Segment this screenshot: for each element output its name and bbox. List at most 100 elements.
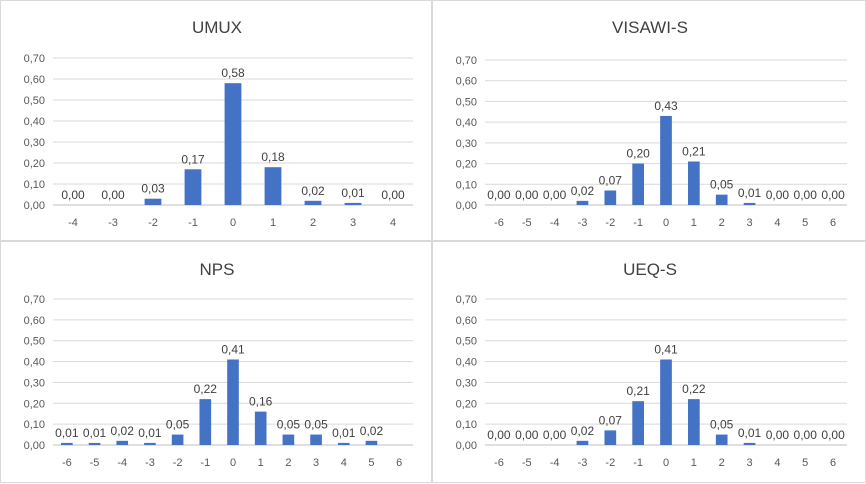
nps-data-label: 0,01 — [83, 426, 107, 440]
visawi-s-bar — [604, 190, 617, 205]
visawi-s-y-tick-label: 0,20 — [456, 159, 477, 171]
umux-data-label: 0,18 — [261, 150, 285, 164]
chart-umux: UMUX 0,00 0,10 0,20 0,30 0,40 0,50 0,60 0,70 0,00… — [24, 18, 413, 229]
umux-data-label: 0,01 — [341, 186, 365, 200]
umux-y-tick-label: 0,30 — [24, 137, 45, 149]
visawi-s-x-tick-label: 5 — [802, 217, 808, 229]
nps-bar — [282, 434, 295, 445]
visawi-s-x-tick-label: 4 — [774, 217, 780, 229]
nps-x-tick-label: -3 — [145, 457, 155, 469]
nps-y-tick-label: 0,70 — [24, 294, 45, 306]
ueq-s-x-tick-label: 1 — [691, 457, 697, 469]
ueq-s-bar — [715, 434, 728, 445]
ueq-s-x-tick-label: -4 — [550, 457, 560, 469]
ueq-s-data-label: 0,00 — [515, 428, 539, 442]
ueq-s-data-label: 0,01 — [738, 426, 762, 440]
umux-y-tick-label: 0,70 — [24, 53, 45, 65]
nps-bar — [365, 440, 378, 445]
visawi-s-bar — [660, 115, 672, 205]
umux-x-tick-label: 1 — [270, 217, 276, 229]
visawi-s-data-label: 0,00 — [821, 188, 845, 202]
ueq-s-y-tick-label: 0,70 — [456, 294, 477, 306]
ueq-s-x-tick-label: -3 — [578, 457, 588, 469]
ueq-s-data-label: 0,02 — [571, 424, 595, 438]
ueq-s-x-tick-label: 4 — [774, 457, 780, 469]
ueq-s-x-tick-label: -1 — [633, 457, 643, 469]
visawi-s-x-tick-label: 0 — [663, 217, 669, 229]
ueq-s-x-tick-label: 0 — [663, 457, 669, 469]
nps-x-tick-label: 0 — [230, 457, 236, 469]
nps-data-label: 0,02 — [111, 424, 135, 438]
umux-data-label: 0,00 — [101, 188, 125, 202]
ueq-s-x-tick-label: 2 — [719, 457, 725, 469]
visawi-s-x-tick-label: 3 — [746, 217, 752, 229]
nps-bar — [254, 411, 267, 445]
visawi-s-x-tick-label: -1 — [633, 217, 643, 229]
nps-data-label: 0,01 — [138, 426, 162, 440]
ueq-s-data-label: 0,22 — [682, 382, 706, 396]
nps-x-tick-label: 2 — [285, 457, 291, 469]
visawi-s-y-tick-label: 0,60 — [456, 76, 477, 88]
nps-x-tick-label: 1 — [258, 457, 264, 469]
nps-y-tick-label: 0,20 — [24, 398, 45, 410]
nps-data-label: 0,01 — [55, 426, 79, 440]
umux-y-tick-label: 0,20 — [24, 158, 45, 170]
umux-data-label: 0,02 — [301, 184, 325, 198]
ueq-s-bar — [743, 442, 756, 445]
visawi-s-data-label: 0,00 — [794, 188, 818, 202]
visawi-s-x-tick-label: -4 — [550, 217, 560, 229]
visawi-s-x-tick-label: -5 — [522, 217, 532, 229]
umux-y-tick-label: 0,40 — [24, 116, 45, 128]
visawi-s-y-tick-label: 0,00 — [456, 200, 477, 212]
nps-x-tick-label: -6 — [62, 457, 72, 469]
umux-x-tick-label: 2 — [310, 217, 316, 229]
ueq-s-title: UEQ-S — [623, 260, 677, 279]
umux-y-tick-label: 0,60 — [24, 74, 45, 86]
visawi-s-data-label: 0,07 — [599, 174, 623, 188]
ueq-s-bar — [687, 399, 700, 445]
visawi-s-data-label: 0,00 — [543, 188, 567, 202]
nps-bar — [116, 440, 129, 445]
chart-nps: NPS 0,00 0,10 0,20 0,30 0,40 0,50 0,60 0,70 0,01 -… — [24, 260, 413, 469]
ueq-s-bar — [576, 440, 589, 445]
nps-y-tick-label: 0,30 — [24, 377, 45, 389]
umux-title: UMUX — [192, 18, 242, 37]
visawi-s-x-tick-label: -6 — [494, 217, 504, 229]
ueq-s-data-label: 0,07 — [599, 413, 623, 427]
visawi-s-data-label: 0,20 — [626, 147, 650, 161]
umux-data-label: 0,17 — [181, 152, 205, 166]
ueq-s-data-label: 0,00 — [821, 428, 845, 442]
umux-x-tick-label: 0 — [230, 217, 236, 229]
ueq-s-data-label: 0,00 — [766, 428, 790, 442]
visawi-s-y-tick-label: 0,10 — [456, 179, 477, 191]
umux-data-label: 0,00 — [61, 188, 85, 202]
nps-y-tick-label: 0,50 — [24, 336, 45, 348]
nps-x-tick-label: -2 — [173, 457, 183, 469]
visawi-s-bar — [743, 202, 756, 205]
chart-visawi-s: VISAWI-S 0,00 0,10 0,20 0,30 0,40 0,50 0,60 0,70… — [456, 18, 847, 229]
umux-x-tick-label: -1 — [188, 217, 198, 229]
nps-data-label: 0,41 — [221, 342, 245, 356]
ueq-s-y-tick-label: 0,20 — [456, 398, 477, 410]
nps-x-tick-label: -5 — [90, 457, 100, 469]
chart-panel-visawi-s: VISAWI-S 0,00 0,10 0,20 0,30 0,40 0,50 0,60 0,70… — [432, 0, 866, 241]
visawi-s-bar — [632, 163, 645, 205]
nps-data-label: 0,05 — [166, 418, 190, 432]
nps-data-label: 0,01 — [332, 426, 356, 440]
ueq-s-data-label: 0,21 — [626, 384, 650, 398]
chart-panel-nps: NPS 0,00 0,10 0,20 0,30 0,40 0,50 0,60 0,70 0,01 -… — [0, 241, 432, 483]
nps-title: NPS — [200, 260, 235, 279]
ueq-s-data-label: 0,41 — [654, 342, 678, 356]
umux-y-tick-label: 0,00 — [24, 200, 45, 212]
umux-bar — [144, 198, 162, 205]
visawi-s-data-label: 0,02 — [571, 184, 595, 198]
visawi-s-data-label: 0,05 — [710, 178, 734, 192]
umux-x-tick-label: 4 — [390, 217, 396, 229]
ueq-s-y-tick-label: 0,00 — [456, 440, 477, 452]
nps-bar — [144, 442, 156, 445]
umux-data-label: 0,03 — [141, 182, 165, 196]
visawi-s-data-label: 0,01 — [738, 186, 762, 200]
nps-bar — [88, 442, 101, 445]
umux-y-tick-label: 0,10 — [24, 179, 45, 191]
ueq-s-bar — [632, 401, 645, 445]
